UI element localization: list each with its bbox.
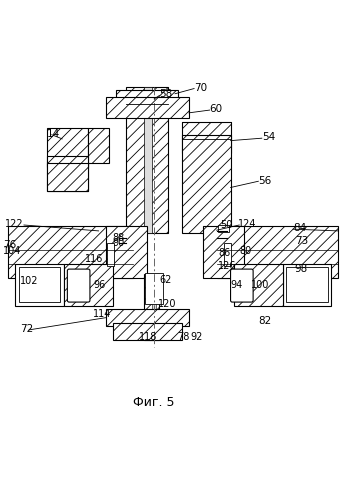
Text: 80: 80 <box>239 246 252 256</box>
Text: 58: 58 <box>159 90 173 100</box>
Bar <box>153 274 156 340</box>
Text: 100: 100 <box>251 280 270 289</box>
Text: 114: 114 <box>93 309 112 319</box>
Text: 14: 14 <box>47 128 60 138</box>
Bar <box>47 163 88 191</box>
Text: 84: 84 <box>293 224 306 234</box>
Bar <box>283 264 331 306</box>
Text: 56: 56 <box>258 176 272 186</box>
Bar <box>144 87 153 233</box>
Bar <box>203 226 244 278</box>
Text: 70: 70 <box>194 82 207 92</box>
Text: Фиг. 5: Фиг. 5 <box>133 396 175 409</box>
Bar <box>126 87 168 233</box>
Bar <box>218 224 229 232</box>
Text: 72: 72 <box>21 324 34 334</box>
Bar <box>106 97 189 118</box>
Text: 92: 92 <box>190 332 202 342</box>
Text: 86: 86 <box>218 248 231 258</box>
Text: 120: 120 <box>158 299 177 309</box>
Bar <box>182 136 231 232</box>
Bar <box>217 226 338 278</box>
Text: 94: 94 <box>231 280 243 289</box>
Text: 76: 76 <box>3 240 16 250</box>
Bar <box>146 272 163 304</box>
Bar <box>107 243 114 266</box>
Text: 126: 126 <box>218 260 237 270</box>
Text: 62: 62 <box>159 274 172 284</box>
Bar <box>15 264 64 306</box>
Bar <box>112 323 182 340</box>
Bar <box>144 274 159 340</box>
Bar <box>88 128 109 163</box>
Bar <box>106 309 189 326</box>
Text: 90: 90 <box>112 238 125 248</box>
Text: 122: 122 <box>5 219 23 229</box>
Text: 82: 82 <box>258 316 272 326</box>
Bar <box>47 128 88 191</box>
Bar <box>8 226 133 278</box>
Bar <box>286 268 328 302</box>
Text: 118: 118 <box>139 332 157 342</box>
FancyBboxPatch shape <box>67 269 90 302</box>
Text: 96: 96 <box>93 280 106 289</box>
Text: 116: 116 <box>85 254 104 264</box>
Text: 102: 102 <box>20 276 38 285</box>
Bar <box>234 264 283 306</box>
Bar <box>106 226 147 278</box>
Text: 73: 73 <box>295 236 308 246</box>
Text: 54: 54 <box>262 132 275 142</box>
Bar <box>64 264 112 306</box>
Text: 124: 124 <box>238 219 256 229</box>
FancyBboxPatch shape <box>231 269 253 302</box>
Bar <box>224 243 231 266</box>
Text: 50: 50 <box>220 220 232 230</box>
Text: 78: 78 <box>177 332 189 342</box>
Bar <box>47 156 88 166</box>
Text: 60: 60 <box>210 104 223 115</box>
Bar <box>182 122 231 153</box>
Bar <box>116 90 178 101</box>
Text: 104: 104 <box>3 246 21 256</box>
Bar <box>19 268 61 302</box>
Text: 88: 88 <box>112 233 125 243</box>
Text: 98: 98 <box>295 264 308 274</box>
